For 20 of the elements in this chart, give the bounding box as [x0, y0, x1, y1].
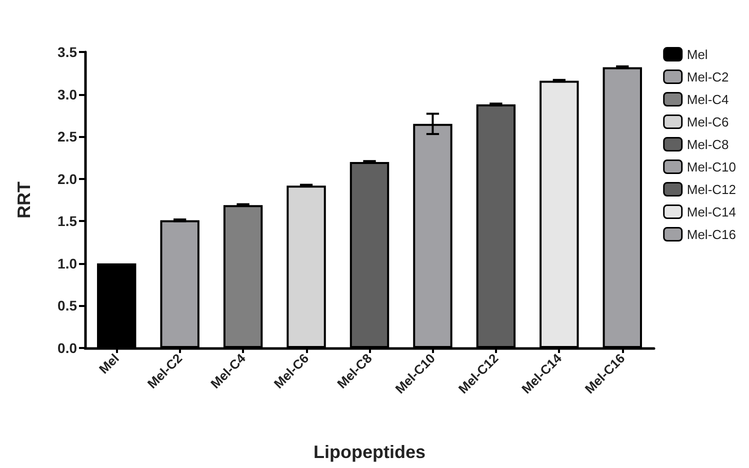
legend-label: Mel-C16: [686, 226, 736, 242]
y-tick-label: 2.5: [58, 128, 78, 145]
legend-label: Mel-C2: [686, 69, 729, 84]
legend-label: Mel-C12: [686, 182, 736, 197]
y-tick-label: 2.0: [58, 170, 78, 187]
y-tick-label: 0.0: [58, 340, 78, 356]
x-axis-title: Lipopeptides: [314, 442, 426, 462]
legend-label: Mel-C8: [686, 136, 729, 152]
y-axis-title: RRT: [14, 182, 34, 218]
y-tick-label: 1.0: [58, 255, 78, 272]
legend-label: Mel-C6: [686, 114, 729, 130]
y-tick-label: 1.5: [58, 213, 78, 230]
y-tick-label: 3.5: [58, 44, 78, 60]
x-tick-label: Mel: [96, 350, 122, 377]
y-tick-label: 0.5: [58, 298, 78, 314]
legend-label: Mel: [686, 46, 708, 62]
legend-label: Mel-C14: [686, 204, 736, 220]
legend-label: Mel-C4: [686, 92, 729, 107]
legend-label: Mel-C10: [686, 159, 736, 174]
y-tick-label: 3.0: [58, 86, 78, 102]
